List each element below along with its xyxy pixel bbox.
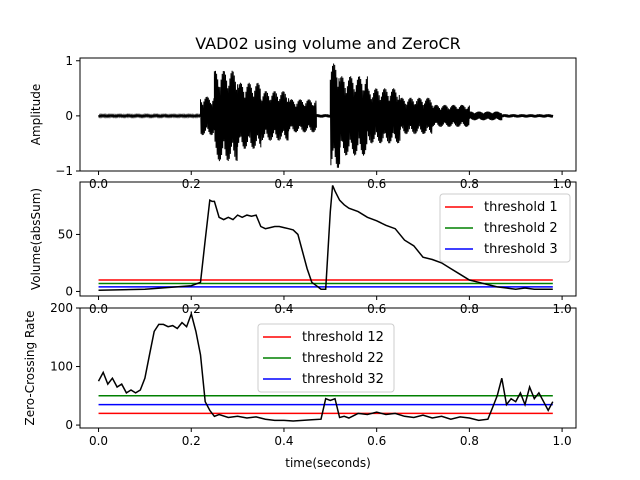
volume-line [98,185,553,292]
y-tick-label: 50 [58,227,73,241]
x-tick-label: 0.2 [182,302,201,316]
y-tick-label: 1 [65,54,73,68]
zcr-line [97,311,554,422]
x-tick-label: 0.4 [274,434,293,448]
x-tick-label: 1.0 [553,177,572,191]
x-tick-label: 0.2 [182,177,201,191]
legend-label: threshold 3 [484,242,558,257]
legend-label: threshold 2 [484,221,558,236]
x-tick-label: 0.4 [274,177,293,191]
y-tick-label: 100 [50,360,73,374]
figure-title: VAD02 using volume and ZeroCR [195,34,461,53]
axes-frame-2 [79,307,577,429]
y-tick-label: 0 [65,109,73,123]
x-tick-label: 0.6 [367,302,386,316]
x-tick-label: 0.0 [89,177,108,191]
legend-box [257,323,395,393]
x-tick-label: 0.8 [460,434,479,448]
axes-frame-1 [79,181,577,297]
legend-box [439,193,571,263]
x-tick-label: 0.4 [274,302,293,316]
legend-label: threshold 32 [302,372,384,387]
x-tick-label: 0.0 [89,302,108,316]
y-axis-label: Volume(absSum) [29,188,43,290]
legend-label: threshold 1 [484,200,558,215]
x-tick-label: 0.6 [367,434,386,448]
x-tick-label: 1.0 [553,302,572,316]
y-tick-label: 0 [65,284,73,298]
axes-frame-0 [79,57,577,172]
waveform-line [98,63,554,168]
x-tick-label: 0.0 [89,434,108,448]
x-axis-label: time(seconds) [285,456,371,470]
legend-label: threshold 22 [302,351,384,366]
y-axis-label: Amplitude [29,84,43,146]
x-tick-label: 1.0 [553,434,572,448]
x-tick-label: 0.6 [367,177,386,191]
x-tick-label: 0.8 [460,302,479,316]
legend-label: threshold 12 [302,330,384,345]
y-axis-label: Zero-Crossing Rate [23,311,37,426]
y-tick-label: 200 [50,301,73,315]
x-tick-label: 0.8 [460,177,479,191]
x-tick-label: 0.2 [182,434,201,448]
y-tick-label: −1 [55,164,73,178]
y-tick-label: 0 [65,418,73,432]
